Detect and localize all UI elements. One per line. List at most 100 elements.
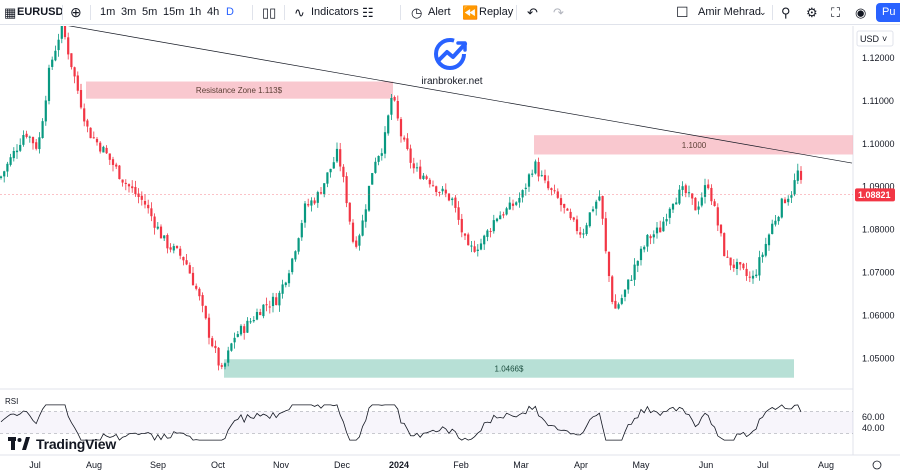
timeframe-1m[interactable]: 1m — [100, 6, 116, 18]
chevron-down-icon[interactable]: ⌄ — [759, 7, 767, 17]
candle-body — [575, 219, 579, 232]
candle-body — [454, 197, 457, 208]
candle-body — [185, 260, 188, 265]
candle-body — [543, 175, 547, 181]
x-tick-label: Feb — [453, 460, 469, 470]
settings-gear-icon[interactable]: ⚙ — [806, 5, 818, 20]
candle-body — [582, 233, 585, 235]
candle-body — [396, 101, 399, 119]
indicators-icon[interactable]: ∿ — [294, 5, 305, 20]
candle-body — [284, 282, 287, 286]
candle-body — [646, 234, 649, 247]
candle-body — [67, 37, 70, 55]
candle-body — [83, 108, 86, 122]
layout-checkbox-icon[interactable]: ☐ — [676, 4, 689, 20]
candle-body — [799, 170, 803, 180]
candle-body — [118, 165, 121, 180]
x-tick-label: Mar — [513, 460, 529, 470]
candle-body — [179, 248, 182, 256]
candle-body — [729, 257, 732, 266]
timeframe-3m[interactable]: 3m — [121, 6, 137, 18]
candles-type-icon[interactable]: ▯▯ — [262, 5, 277, 20]
tradingview-logo-text: TradingView — [36, 436, 117, 452]
candle-body — [47, 67, 51, 101]
currency-label: USD — [860, 34, 880, 44]
candle-body — [684, 185, 687, 194]
candle-body — [6, 163, 9, 172]
replay-icon[interactable]: ⏪ — [462, 5, 479, 20]
candle-body — [780, 198, 783, 218]
alert-button[interactable]: Alert — [428, 6, 451, 18]
candle-body — [403, 137, 406, 140]
quick-search-icon[interactable]: ⚲ — [781, 5, 791, 20]
candle-body — [681, 186, 684, 190]
fullscreen-icon[interactable]: ⛶ — [831, 5, 841, 20]
timeframe-15m[interactable]: 15m — [163, 6, 185, 18]
candle-body — [431, 185, 435, 187]
candle-body — [732, 264, 735, 268]
replay-button[interactable]: Replay — [479, 6, 514, 18]
candle-body — [163, 235, 166, 239]
candle-body — [28, 136, 31, 138]
candle-body — [463, 233, 467, 236]
redo-icon[interactable]: ↷ — [553, 5, 564, 20]
candle-body — [0, 176, 3, 178]
candle-body — [748, 276, 751, 278]
candle-body — [793, 180, 796, 195]
trendline — [68, 26, 853, 164]
candle-body — [409, 148, 412, 163]
watermark: iranbroker.net — [420, 36, 484, 87]
candle-body — [54, 50, 57, 61]
layout-grid-icon[interactable]: ☷ — [362, 5, 374, 20]
candle-body — [31, 137, 35, 144]
candle-body — [259, 312, 262, 316]
candle-body — [230, 343, 233, 351]
timeframe-d[interactable]: D — [226, 6, 234, 18]
publish-button[interactable]: Pu — [876, 3, 900, 22]
symbol-label[interactable]: EURUSD — [17, 6, 64, 18]
candle-body — [499, 215, 502, 220]
undo-icon[interactable]: ↶ — [527, 5, 538, 20]
candle-body — [367, 185, 371, 211]
candle-body — [707, 184, 710, 189]
tradingview-logo[interactable]: TradingView — [8, 435, 116, 453]
candle-body — [723, 233, 726, 257]
candle-body — [92, 137, 95, 139]
y-tick-label: 1.07000 — [862, 268, 895, 278]
candle-body — [124, 182, 127, 184]
candle-body — [172, 246, 175, 251]
candle-body — [537, 161, 540, 177]
candle-body — [726, 256, 729, 258]
timeframe-4h[interactable]: 4h — [207, 6, 220, 18]
price-chart[interactable]: USD ˅ 1.12000 1.11000 1.10000 1.09000 1.08000 1… — [0, 26, 900, 473]
candle-body — [268, 306, 271, 308]
candle-body — [393, 97, 396, 101]
candle-body — [489, 231, 492, 233]
candle-body — [383, 132, 387, 154]
candle-body — [351, 222, 355, 242]
candle-body — [355, 240, 358, 247]
candle-body — [607, 251, 611, 277]
broker-logo-icon — [434, 38, 467, 70]
compare-add-icon[interactable]: ⊕ — [70, 4, 82, 20]
candle-body — [755, 274, 758, 277]
candle-body — [294, 251, 297, 260]
candle-body — [252, 320, 255, 322]
timeframe-5m[interactable]: 5m — [142, 6, 158, 18]
candle-body — [678, 189, 681, 204]
candle-body — [569, 211, 572, 219]
candle-body — [153, 216, 156, 228]
chart-icon[interactable]: ▦ — [4, 5, 17, 20]
candle-body — [310, 200, 313, 206]
candle-body — [364, 209, 367, 222]
indicators-button[interactable]: Indicators — [311, 6, 359, 18]
candle-body — [758, 257, 761, 276]
candle-body — [598, 196, 601, 201]
alert-clock-icon[interactable]: ◷ — [411, 5, 423, 20]
timeframe-1h[interactable]: 1h — [189, 6, 202, 18]
camera-icon[interactable]: ◉ — [855, 5, 867, 20]
candle-body — [415, 167, 419, 169]
candle-body — [476, 249, 479, 251]
user-name[interactable]: Amir Mehrad — [698, 6, 761, 18]
candle-body — [342, 166, 345, 177]
